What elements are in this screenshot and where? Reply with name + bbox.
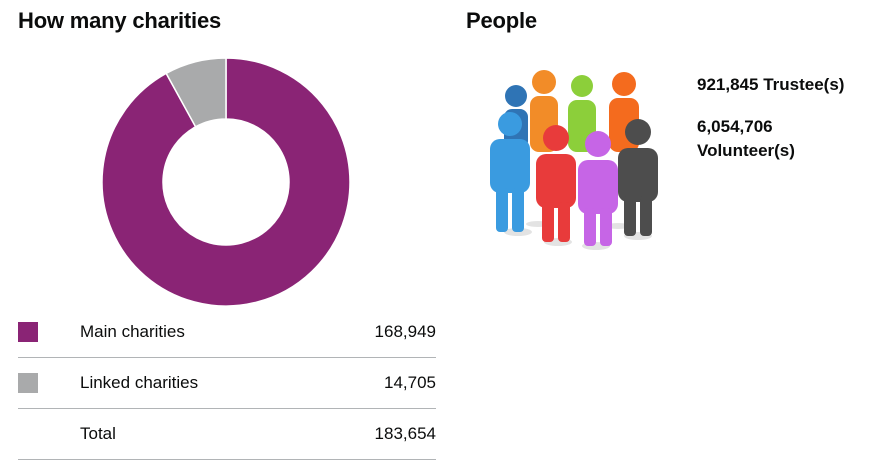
linked-charities-swatch [18,373,38,394]
volunteers-stat: 6,054,706 Volunteer(s) [697,115,795,163]
legend-row-total: Total 183,654 [18,408,436,460]
charities-legend-table: Main charities 168,949 Linked charities … [18,307,436,460]
group-of-people-icon [490,70,658,250]
legend-row-linked: Linked charities 14,705 [18,357,436,409]
charities-donut-chart [101,57,351,307]
legend-label-main: Main charities [80,307,315,358]
trustees-label: Trustee(s) [763,75,845,94]
legend-row-main: Main charities 168,949 [18,307,436,358]
trustees-value: 921,845 [697,75,759,94]
volunteers-label: Volunteer(s) [697,141,795,160]
main-charities-swatch [18,322,38,343]
legend-value-linked: 14,705 [314,357,436,409]
donut-slice-linked-charities [165,57,227,128]
legend-label-linked: Linked charities [80,357,315,409]
people-heading: People [466,8,537,33]
legend-value-main: 168,949 [314,307,436,358]
legend-value-total: 183,654 [314,408,436,460]
volunteers-value: 6,054,706 [697,117,773,136]
donut-slice-main-charities [101,57,351,307]
charities-heading: How many charities [18,8,222,33]
trustees-stat: 921,845 Trustee(s) [697,73,844,97]
legend-label-total: Total [80,408,315,460]
